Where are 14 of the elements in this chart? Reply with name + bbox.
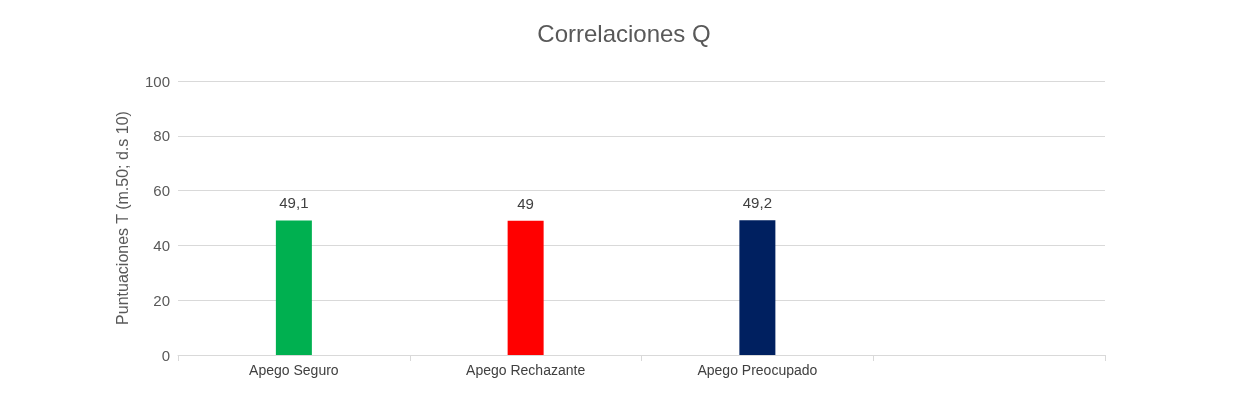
- y-tick-label: 0: [161, 346, 170, 364]
- x-tick-label: Apego Seguro: [249, 362, 339, 378]
- y-axis-title: Puntuaciones T (m.50; d.s 10): [113, 111, 131, 325]
- x-tick-label: Apego Preocupado: [697, 362, 818, 378]
- x-tick-label: Apego Rechazante: [466, 362, 586, 378]
- data-label: 49: [517, 194, 534, 212]
- y-tick-label: 20: [153, 291, 170, 309]
- y-tick-label: 100: [144, 72, 170, 90]
- y-tick-label: 60: [153, 182, 170, 200]
- data-label: 49,2: [742, 194, 772, 212]
- chart-title: Correlaciones Q: [537, 19, 711, 47]
- y-tick-label: 80: [153, 127, 170, 145]
- data-label: 49,1: [279, 194, 309, 212]
- y-tick-label: 40: [153, 236, 170, 254]
